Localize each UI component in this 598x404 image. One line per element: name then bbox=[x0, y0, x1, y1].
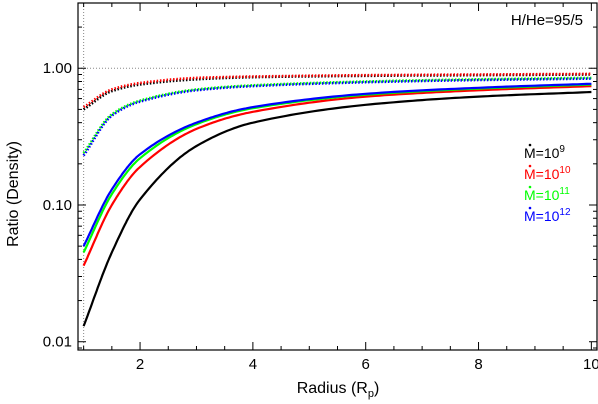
y-tick-label: 0.01 bbox=[43, 334, 72, 351]
legend-entry: M=1010 bbox=[524, 165, 571, 182]
x-tick-label: 8 bbox=[474, 356, 482, 373]
y-tick-label: 1.00 bbox=[43, 60, 72, 77]
legend-overdot bbox=[528, 206, 532, 210]
x-tick-label: 4 bbox=[249, 356, 257, 373]
plot-frame bbox=[77, 2, 598, 351]
y-tick-label: 0.10 bbox=[43, 197, 72, 214]
legend-overdot bbox=[528, 164, 532, 168]
y-axis-label: Ratio (Density) bbox=[5, 141, 22, 247]
series-line-3-solid bbox=[82, 83, 592, 253]
legend: M=109 M=1010 M=1011 M=1012 bbox=[524, 143, 571, 224]
series-line-4-solid bbox=[82, 82, 592, 247]
legend-overdot bbox=[528, 185, 532, 189]
x-tick-label: 2 bbox=[136, 356, 144, 373]
x-axis-label: Radius (Rp) bbox=[297, 380, 380, 400]
series-line-1-solid bbox=[82, 90, 592, 327]
plot-area bbox=[78, 3, 597, 350]
annotation-composition: H/He=95/5 bbox=[511, 12, 583, 29]
series-layer bbox=[82, 72, 592, 327]
series-line-2-solid bbox=[82, 85, 592, 267]
legend-entry: M=109 bbox=[524, 144, 565, 161]
series-line-7-dotted bbox=[82, 76, 592, 154]
legend-overdot bbox=[528, 143, 532, 147]
ticks-layer: 2 4 6 8 10 0.01 0.10 1.00 bbox=[43, 2, 598, 373]
x-tick-label: 10 bbox=[583, 356, 598, 373]
x-tick-label: 6 bbox=[362, 356, 370, 373]
legend-entry: M=1011 bbox=[524, 186, 570, 203]
legend-entry: M=1012 bbox=[524, 207, 571, 224]
axes-layer bbox=[77, 2, 598, 351]
